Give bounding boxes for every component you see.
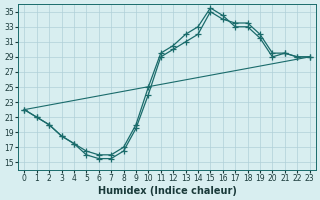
X-axis label: Humidex (Indice chaleur): Humidex (Indice chaleur) — [98, 186, 236, 196]
